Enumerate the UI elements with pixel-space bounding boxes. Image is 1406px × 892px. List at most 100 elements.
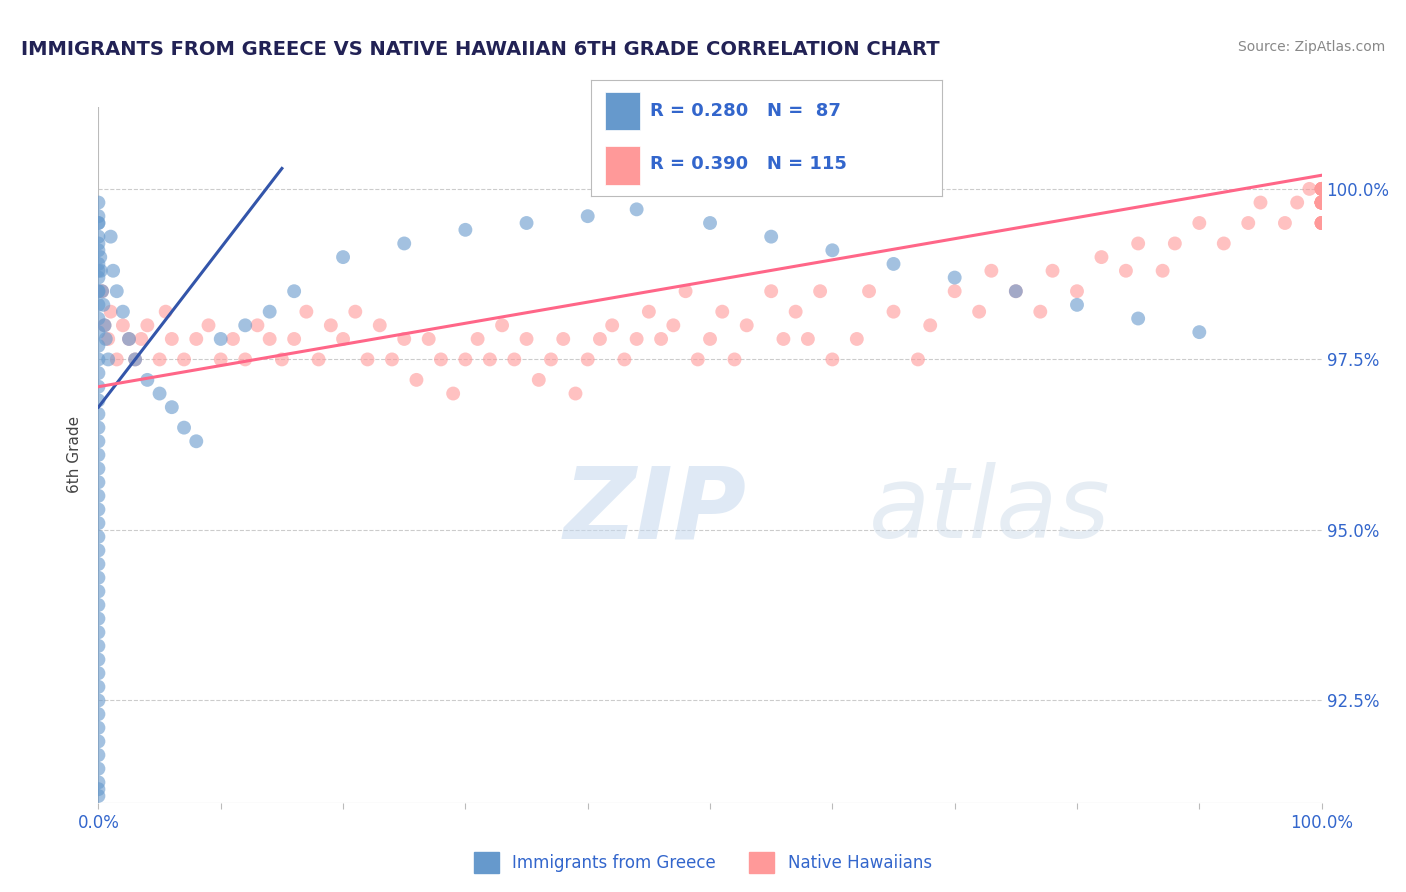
Point <box>173 352 195 367</box>
Point <box>87 216 110 230</box>
Point <box>491 318 513 333</box>
Y-axis label: 6th Grade: 6th Grade <box>67 417 83 493</box>
Point <box>93 318 115 333</box>
Point <box>344 304 367 318</box>
Point <box>1310 195 1333 210</box>
Point <box>943 284 966 298</box>
Point <box>209 352 232 367</box>
Point <box>1029 304 1052 318</box>
Point <box>735 318 758 333</box>
Point <box>87 420 110 434</box>
Point <box>711 304 734 318</box>
Point <box>1310 182 1333 196</box>
Point <box>454 223 477 237</box>
Point <box>638 304 661 318</box>
Point <box>1310 182 1333 196</box>
Point <box>1310 195 1333 210</box>
Point <box>858 284 880 298</box>
Point <box>1310 182 1333 196</box>
Point <box>87 195 110 210</box>
Point <box>87 264 110 278</box>
Point <box>1115 264 1137 278</box>
Point <box>553 332 575 346</box>
Point <box>118 332 141 346</box>
Point <box>87 625 110 640</box>
Point <box>197 318 219 333</box>
Point <box>87 775 110 789</box>
Point <box>87 298 110 312</box>
Point <box>87 461 110 475</box>
Point <box>1310 216 1333 230</box>
Point <box>527 373 550 387</box>
Point <box>761 229 783 244</box>
Point <box>308 352 330 367</box>
Point <box>1310 216 1333 230</box>
Point <box>87 448 110 462</box>
Point <box>87 434 110 449</box>
Point <box>516 216 538 230</box>
Point <box>1310 195 1333 210</box>
Point <box>675 284 697 298</box>
Text: R = 0.390   N = 115: R = 0.390 N = 115 <box>650 155 848 173</box>
Point <box>1310 195 1333 210</box>
Point <box>105 352 128 367</box>
Text: Source: ZipAtlas.com: Source: ZipAtlas.com <box>1237 40 1385 54</box>
Point <box>87 502 110 516</box>
Point <box>1128 236 1150 251</box>
Point <box>149 386 172 401</box>
Point <box>626 332 648 346</box>
Point <box>87 325 110 339</box>
Point <box>980 264 1002 278</box>
Point <box>699 332 721 346</box>
Point <box>91 284 114 298</box>
Point <box>1298 182 1320 196</box>
Text: R = 0.280   N =  87: R = 0.280 N = 87 <box>650 102 841 120</box>
Point <box>87 339 110 353</box>
Point <box>650 332 672 346</box>
Point <box>87 216 110 230</box>
Point <box>943 270 966 285</box>
Point <box>356 352 378 367</box>
Point <box>87 244 110 258</box>
Point <box>124 352 146 367</box>
Point <box>392 332 416 346</box>
Legend: Immigrants from Greece, Native Hawaiians: Immigrants from Greece, Native Hawaiians <box>467 846 939 880</box>
Point <box>1310 216 1333 230</box>
Point <box>883 304 905 318</box>
Point <box>87 680 110 694</box>
Point <box>87 584 110 599</box>
Point <box>97 352 120 367</box>
Point <box>136 373 159 387</box>
Point <box>1274 216 1296 230</box>
Point <box>772 332 794 346</box>
Point <box>87 782 110 797</box>
Point <box>90 264 112 278</box>
Point <box>1310 182 1333 196</box>
Point <box>626 202 648 217</box>
Point <box>1310 216 1333 230</box>
Point <box>1286 195 1309 210</box>
Point <box>600 318 623 333</box>
Point <box>105 284 128 298</box>
Point <box>576 209 599 223</box>
Point <box>233 352 256 367</box>
Point <box>478 352 501 367</box>
Point <box>319 318 342 333</box>
Point <box>821 352 844 367</box>
Point <box>1310 195 1333 210</box>
Point <box>97 332 120 346</box>
Point <box>467 332 489 346</box>
Point <box>1310 195 1333 210</box>
Point <box>589 332 612 346</box>
Point <box>270 352 294 367</box>
Point <box>101 264 124 278</box>
Point <box>1250 195 1272 210</box>
Point <box>441 386 464 401</box>
Point <box>87 652 110 666</box>
Point <box>1066 298 1088 312</box>
Point <box>87 530 110 544</box>
Point <box>699 216 721 230</box>
Point <box>94 332 117 346</box>
Point <box>564 386 586 401</box>
Point <box>87 475 110 490</box>
